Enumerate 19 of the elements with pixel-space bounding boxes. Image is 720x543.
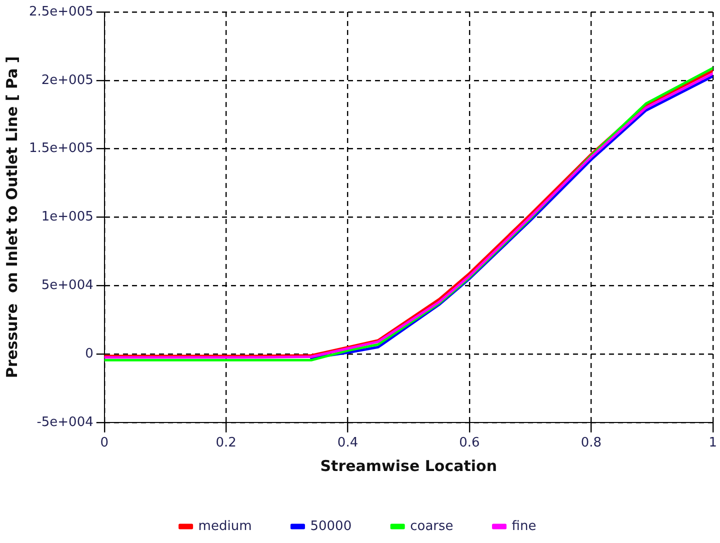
- x-tick-label: 0.4: [337, 436, 358, 451]
- y-tick-label: 1.5e+005: [28, 141, 94, 156]
- x-tick-label: 0.6: [459, 436, 480, 451]
- y-tick-label: 2.5e+005: [28, 4, 94, 20]
- y-tick-label: 1e+005: [41, 210, 94, 225]
- legend-label: coarse: [410, 518, 454, 534]
- y-tick-label: 2e+005: [41, 72, 94, 88]
- x-tick-label: 0: [100, 436, 109, 451]
- x-tick-label: 0.2: [216, 436, 236, 451]
- x-tick-label: 0.8: [580, 436, 602, 451]
- legend-label: medium: [198, 518, 252, 534]
- y-tick-label: 5e+004: [41, 278, 94, 293]
- legend-label: fine: [512, 518, 536, 534]
- x-axis-title: Streamwise Location: [320, 456, 498, 475]
- x-tick-label: 1: [708, 436, 718, 451]
- y-axis-title: Pressure on Inlet to Outlet Line [ Pa ]: [2, 56, 21, 378]
- y-tick-label: 0: [85, 346, 94, 362]
- legend-label: 50000: [310, 518, 352, 534]
- y-tick-label: -5e+004: [36, 414, 94, 430]
